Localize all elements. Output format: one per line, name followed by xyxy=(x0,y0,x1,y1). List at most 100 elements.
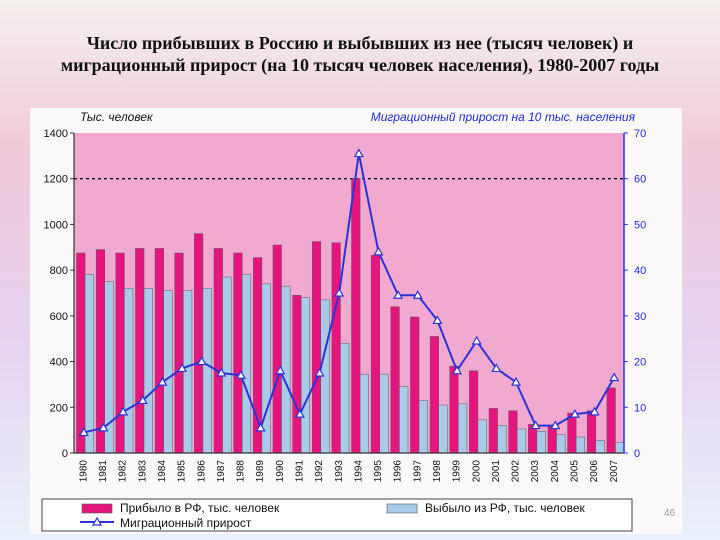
bar-arrived-1983 xyxy=(135,248,145,454)
bar-departed-1998 xyxy=(438,404,448,454)
bar-arrived-1991 xyxy=(292,295,302,454)
x-tick-1995: 1995 xyxy=(373,460,384,483)
bar-arrived-1980 xyxy=(76,252,86,454)
x-tick-1986: 1986 xyxy=(196,460,207,483)
migration-point-1980 xyxy=(78,427,89,437)
legend-swatch-departed xyxy=(386,503,418,514)
right-tick-0: 0 xyxy=(634,448,640,460)
legend-swatch-migration-marker xyxy=(91,516,103,526)
bar-departed-2000 xyxy=(477,419,487,454)
bar-departed-1988 xyxy=(241,274,252,454)
right-tick-20: 20 xyxy=(634,357,646,369)
x-tick-1991: 1991 xyxy=(295,460,306,483)
migration-point-1982 xyxy=(118,406,129,416)
right-tick-50: 50 xyxy=(634,219,646,231)
migration-point-1989 xyxy=(255,422,266,432)
bar-arrived-2001 xyxy=(488,408,498,454)
legend-label-arrived: Прибыло в РФ, тыс. человек xyxy=(120,501,280,515)
bar-departed-1994 xyxy=(359,373,369,454)
left-tick-600: 600 xyxy=(50,311,68,323)
migration-point-1991 xyxy=(294,408,305,418)
bar-arrived-1993 xyxy=(331,242,341,454)
legend-label-departed: Выбыло из РФ, тыс. человек xyxy=(425,501,586,515)
migration-point-1997 xyxy=(412,290,423,299)
bar-departed-1984 xyxy=(163,290,173,454)
migration-point-2002 xyxy=(510,376,521,386)
x-tick-1994: 1994 xyxy=(353,460,364,483)
migration-point-2003 xyxy=(530,420,541,430)
x-tick-1996: 1996 xyxy=(393,460,404,483)
x-tick-1982: 1982 xyxy=(118,460,129,483)
bar-arrived-1984 xyxy=(154,248,164,454)
bar-arrived-2000 xyxy=(469,370,479,454)
bar-departed-2002 xyxy=(516,428,527,454)
bar-arrived-1998 xyxy=(429,336,439,454)
bar-arrived-1999 xyxy=(449,365,459,454)
left-tick-200: 200 xyxy=(50,402,68,414)
migration-point-1984 xyxy=(157,376,168,386)
left-tick-400: 400 xyxy=(50,357,68,369)
chart-frame: 0 200 400 600 800 1000 1200 1400 0 10 20 30 40 50 60 70… xyxy=(30,108,682,534)
x-tick-2000: 2000 xyxy=(471,460,482,483)
migration-point-2000 xyxy=(471,335,482,345)
x-tick-1984: 1984 xyxy=(157,460,168,483)
x-tick-2004: 2004 xyxy=(550,460,561,483)
migration-line xyxy=(83,153,616,434)
bar-departed-1983 xyxy=(143,288,153,454)
left-tick-1400: 1400 xyxy=(44,128,68,140)
migration-point-2004 xyxy=(550,420,561,430)
left-axis-label: Тыс. человек xyxy=(80,110,154,124)
chart-title: Число прибывших в Россию и выбывших из н… xyxy=(60,33,660,75)
migration-point-1986 xyxy=(196,356,207,366)
right-tick-40: 40 xyxy=(634,265,646,277)
x-tick-1998: 1998 xyxy=(432,460,443,483)
x-tick-1983: 1983 xyxy=(137,460,148,483)
bar-departed-1990 xyxy=(281,285,291,454)
x-tick-2003: 2003 xyxy=(530,460,541,483)
migration-point-1993 xyxy=(334,287,345,297)
right-tick-10: 10 xyxy=(634,402,646,414)
x-tick-2002: 2002 xyxy=(511,460,522,483)
migration-point-2001 xyxy=(491,363,502,373)
legend-swatch-arrived xyxy=(81,503,113,514)
bar-arrived-1990 xyxy=(272,244,282,454)
bar-departed-1980 xyxy=(84,274,94,454)
right-tick-70: 70 xyxy=(634,128,646,140)
bar-arrived-1985 xyxy=(174,252,184,454)
migration-point-1983 xyxy=(137,395,148,405)
bar-arrived-2007 xyxy=(606,387,616,454)
x-tick-2006: 2006 xyxy=(589,460,600,483)
bar-arrived-1988 xyxy=(233,252,243,454)
right-tick-60: 60 xyxy=(634,174,646,186)
x-tick-2001: 2001 xyxy=(491,460,502,483)
x-tick-1989: 1989 xyxy=(255,460,266,483)
x-tick-1980: 1980 xyxy=(78,460,89,483)
x-tick-1985: 1985 xyxy=(177,460,188,483)
bar-arrived-1996 xyxy=(390,306,400,454)
bar-arrived-1987 xyxy=(213,248,223,454)
x-tick-1993: 1993 xyxy=(334,460,345,483)
bar-arrived-1986 xyxy=(194,233,204,454)
migration-point-2007 xyxy=(609,372,620,382)
bar-departed-2006 xyxy=(595,440,605,454)
x-tick-1990: 1990 xyxy=(275,460,286,483)
legend-box xyxy=(41,498,633,532)
bar-departed-2007 xyxy=(615,442,625,454)
x-tick-2005: 2005 xyxy=(570,460,581,483)
migration-point-1992 xyxy=(314,367,325,377)
bar-departed-2004 xyxy=(556,434,566,454)
x-tick-1999: 1999 xyxy=(452,460,463,483)
migration-point-2005 xyxy=(569,408,580,418)
x-tick-2007: 2007 xyxy=(609,460,620,483)
bar-departed-1986 xyxy=(202,288,212,454)
bar-arrived-2004 xyxy=(547,425,557,454)
left-tick-800: 800 xyxy=(50,265,68,277)
migration-point-1985 xyxy=(177,363,188,373)
migration-point-1988 xyxy=(235,370,246,379)
bar-arrived-1981 xyxy=(95,249,105,454)
bar-departed-1999 xyxy=(458,403,468,454)
left-tick-1000: 1000 xyxy=(44,219,68,231)
left-tick-0: 0 xyxy=(62,448,68,460)
chart-svg: 0 200 400 600 800 1000 1200 1400 0 10 20 30 40 50 60 70… xyxy=(41,110,646,532)
bar-arrived-1995 xyxy=(370,255,380,454)
